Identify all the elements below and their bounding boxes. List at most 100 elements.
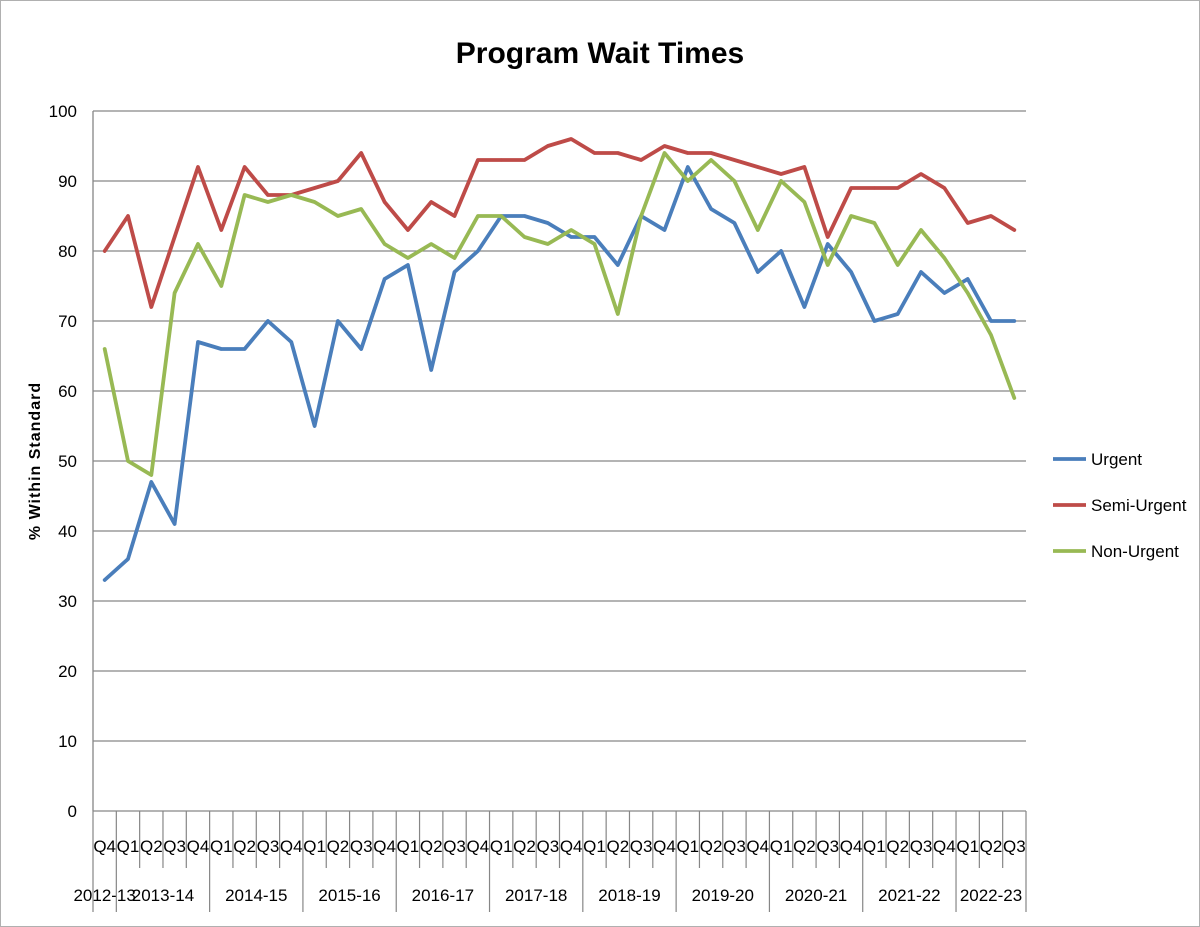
data-point <box>173 235 177 239</box>
y-tick-label: 10 <box>58 732 77 751</box>
data-point <box>732 221 737 225</box>
data-point <box>546 144 550 148</box>
x-tick-label: Q2 <box>327 837 350 856</box>
data-point <box>662 144 667 148</box>
data-point <box>359 347 363 351</box>
x-tick-label: Q4 <box>746 837 769 856</box>
data-point <box>709 158 713 162</box>
x-tick-label: Q2 <box>140 837 163 856</box>
data-point <box>219 347 223 351</box>
x-tick-label: Q3 <box>816 837 839 856</box>
data-point <box>406 263 410 267</box>
data-point <box>382 242 387 246</box>
data-point <box>942 186 946 190</box>
x-tick-label: Q2 <box>793 837 816 856</box>
series-line-non-urgent <box>102 151 1017 477</box>
data-point <box>756 165 760 169</box>
data-point <box>709 151 713 155</box>
data-point <box>802 200 807 204</box>
data-point <box>989 319 993 323</box>
data-point <box>826 235 830 239</box>
data-point <box>942 291 946 295</box>
series-line-semi-urgent <box>102 137 1017 309</box>
year-group-label: 2020-21 <box>785 886 847 905</box>
data-point <box>592 242 597 246</box>
data-point <box>616 312 620 316</box>
x-tick-label: Q1 <box>210 837 233 856</box>
data-point <box>966 221 970 225</box>
x-tick-label: Q4 <box>653 837 676 856</box>
data-point <box>989 214 993 218</box>
data-point <box>942 256 946 260</box>
year-group-label: 2018-19 <box>598 886 660 905</box>
data-point <box>919 172 923 176</box>
data-point <box>126 459 130 463</box>
data-point <box>196 340 200 344</box>
x-tick-label: Q4 <box>280 837 303 856</box>
data-point <box>312 200 317 204</box>
x-tick-label: Q1 <box>117 837 140 856</box>
data-point <box>849 270 853 274</box>
data-point <box>826 242 830 246</box>
x-tick-label: Q1 <box>770 837 793 856</box>
y-tick-label: 0 <box>68 802 77 821</box>
data-point <box>989 333 993 337</box>
data-point <box>266 319 270 323</box>
data-point <box>966 277 970 281</box>
data-point <box>359 151 363 155</box>
x-tick-label: Q1 <box>956 837 979 856</box>
x-tick-label: Q2 <box>513 837 536 856</box>
data-point <box>966 291 970 295</box>
data-point <box>779 172 783 176</box>
legend-label: Non-Urgent <box>1091 542 1179 561</box>
data-point <box>173 522 177 526</box>
x-tick-label: Q3 <box>257 837 280 856</box>
data-point <box>872 186 876 190</box>
x-tick-label: Q4 <box>93 837 116 856</box>
x-tick-label: Q2 <box>233 837 256 856</box>
data-point <box>499 158 503 162</box>
x-tick-label: Q1 <box>583 837 606 856</box>
legend-label: Urgent <box>1091 450 1142 469</box>
data-point <box>452 214 457 218</box>
x-tick-label: Q1 <box>676 837 699 856</box>
data-point <box>919 270 923 274</box>
data-point <box>289 193 293 197</box>
data-point <box>919 228 923 232</box>
x-tick-label: Q1 <box>863 837 886 856</box>
data-point <box>662 228 667 232</box>
data-point <box>196 165 200 169</box>
data-point <box>522 158 527 162</box>
x-tick-label: Q3 <box>910 837 933 856</box>
y-tick-label: 100 <box>49 102 77 121</box>
data-point <box>266 200 270 204</box>
year-group-label: 2012-13 <box>73 886 135 905</box>
x-tick-label: Q3 <box>1003 837 1026 856</box>
x-tick-label: Q4 <box>373 837 396 856</box>
y-axis-label: % Within Standard <box>27 382 44 540</box>
data-point <box>103 347 107 351</box>
data-point <box>336 179 340 183</box>
y-tick-label: 30 <box>58 592 77 611</box>
x-tick-label: Q4 <box>467 837 490 856</box>
y-tick-label: 20 <box>58 662 77 681</box>
data-point <box>382 200 387 204</box>
data-point <box>243 165 247 169</box>
data-point <box>522 214 527 218</box>
x-tick-label: Q2 <box>420 837 443 856</box>
data-point <box>546 242 550 246</box>
data-point <box>686 165 690 169</box>
data-point <box>289 340 293 344</box>
data-point <box>149 473 153 477</box>
data-point <box>872 221 876 225</box>
y-tick-label: 70 <box>58 312 77 331</box>
data-point <box>219 228 223 232</box>
data-point <box>732 179 737 183</box>
data-point <box>499 214 503 218</box>
data-point <box>779 249 783 253</box>
data-point <box>592 151 597 155</box>
data-point <box>616 151 620 155</box>
data-point <box>896 263 900 267</box>
data-point <box>826 263 830 267</box>
data-point <box>522 235 527 239</box>
